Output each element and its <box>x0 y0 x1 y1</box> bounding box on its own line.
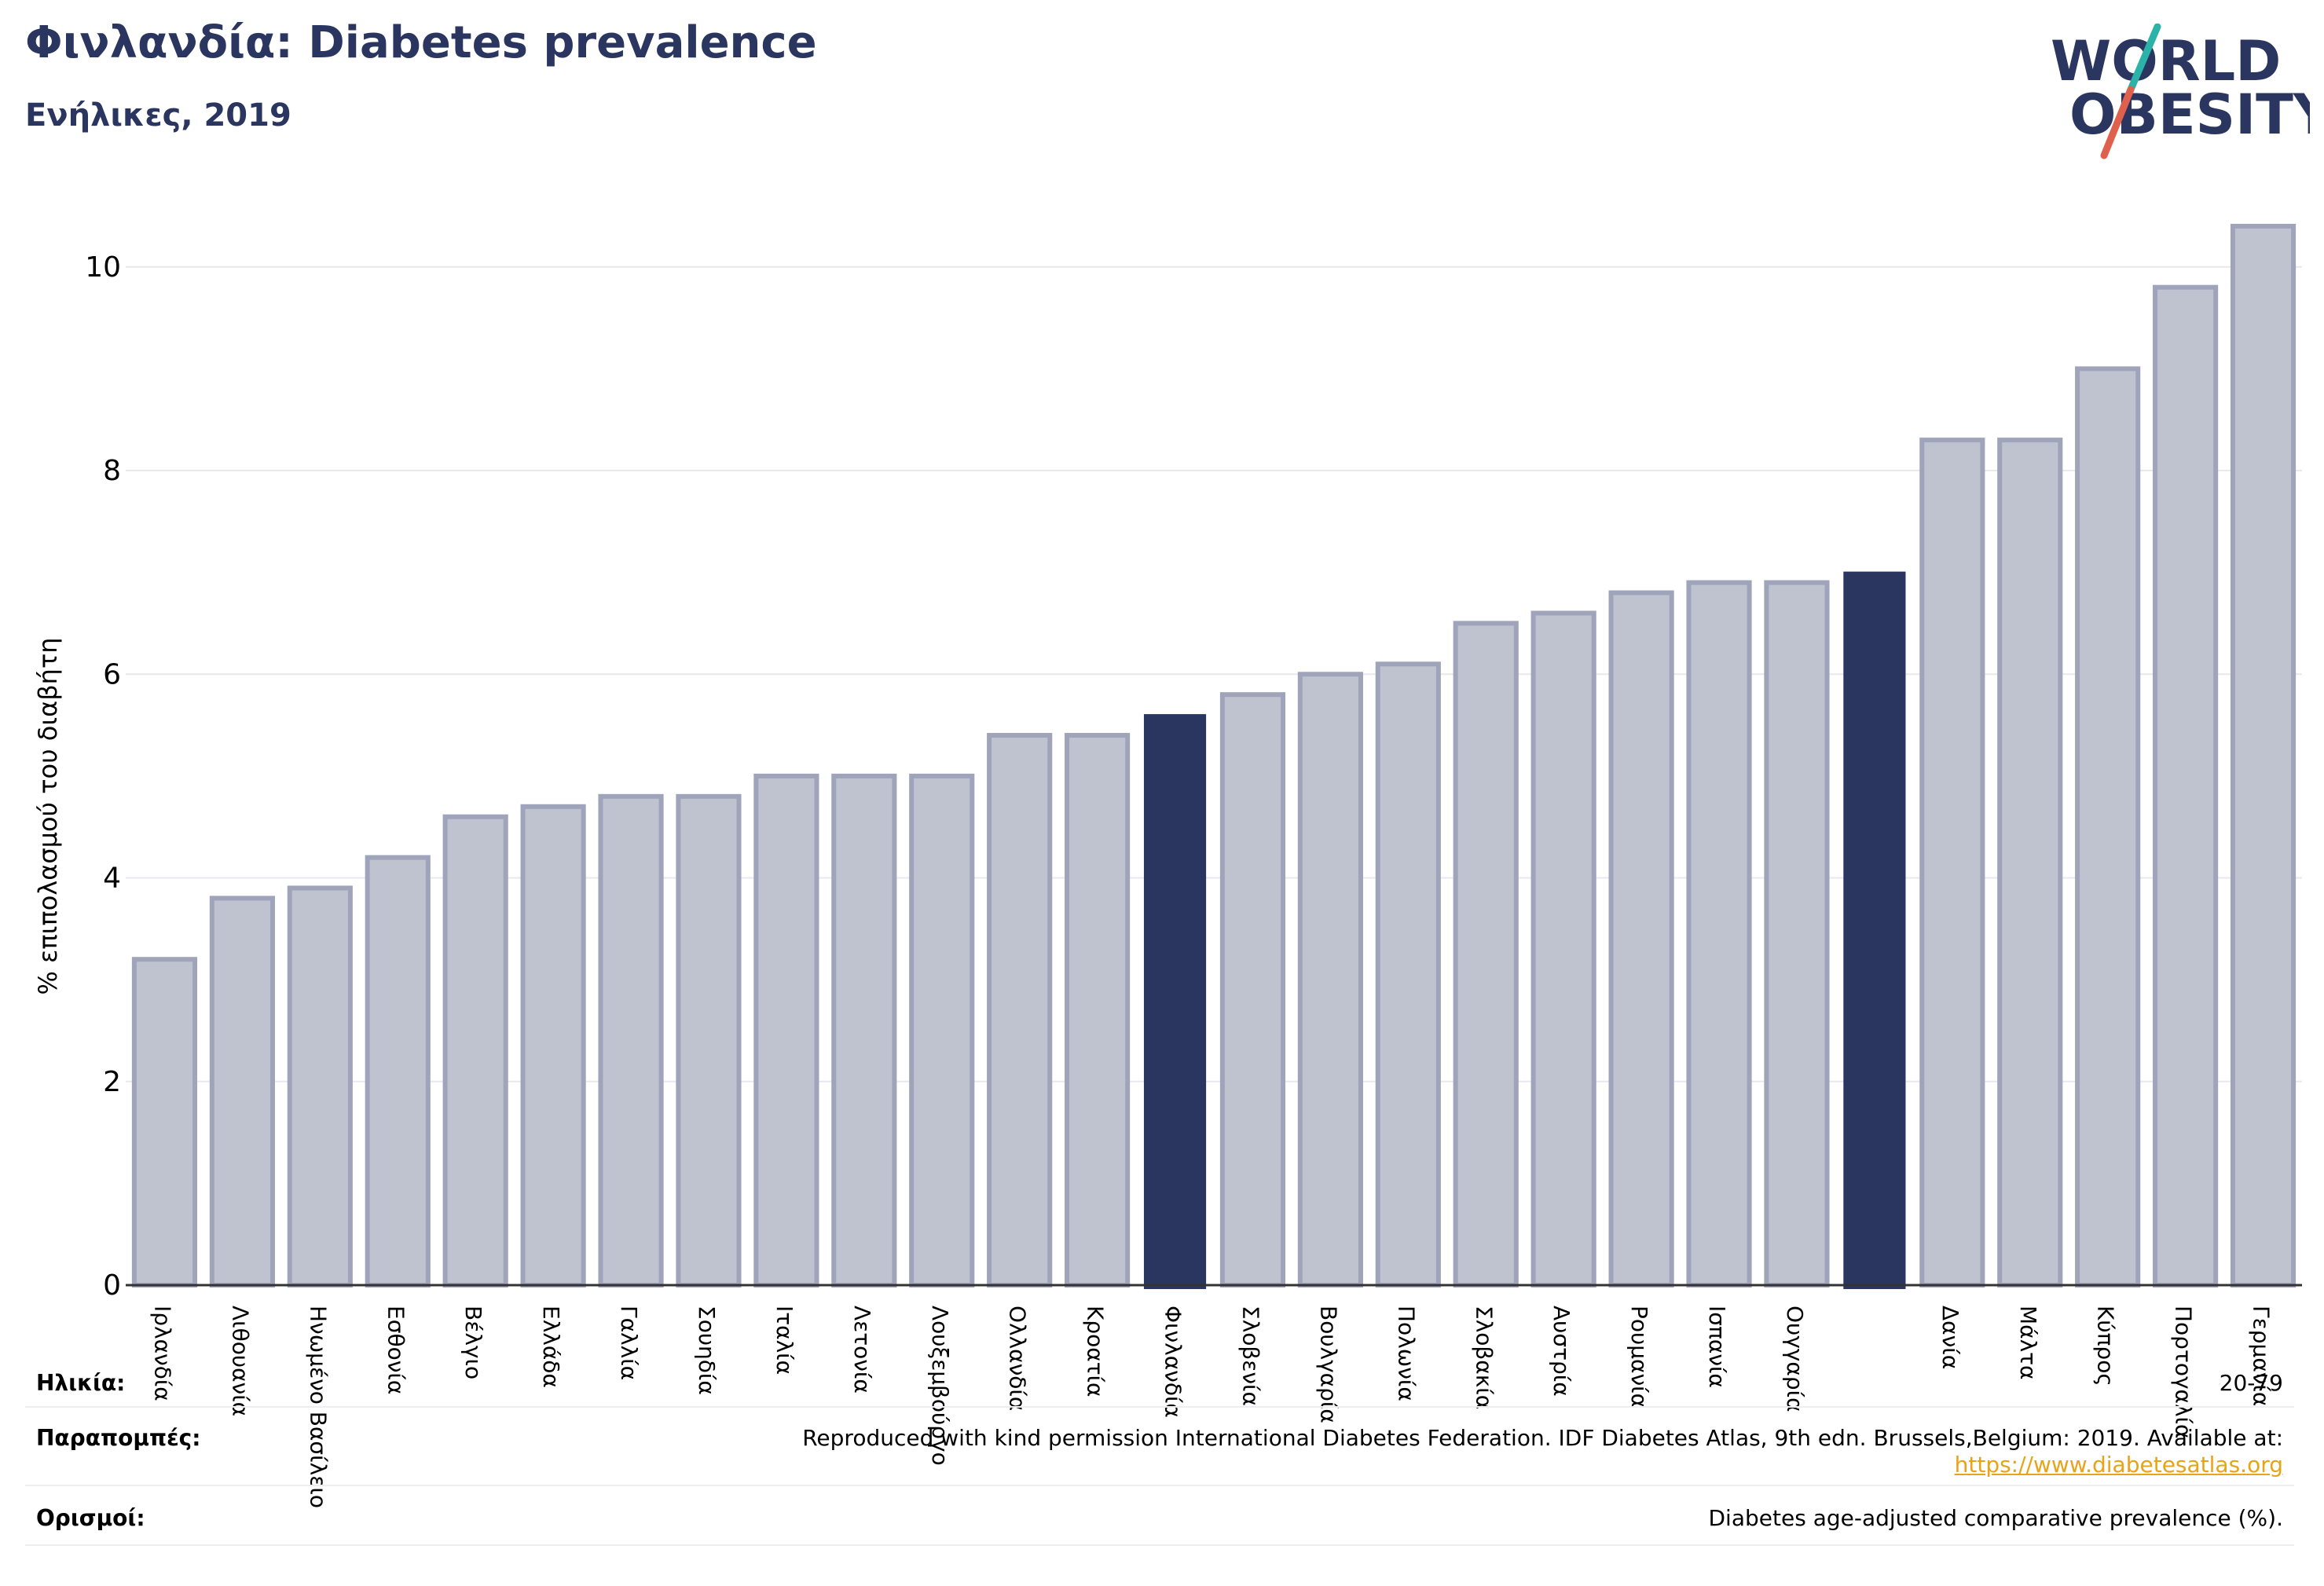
x-tick-label: Ισπανία <box>1704 1306 1730 1388</box>
x-tick-label: Βουλγαρία <box>1315 1306 1341 1423</box>
y-axis-label: % επιπολασμού του διαβήτη <box>33 637 63 994</box>
refs-label: Παραπομπές: <box>36 1425 201 1451</box>
logo-slash-teal <box>2127 24 2161 93</box>
bar[interactable] <box>1764 580 1830 1287</box>
bar[interactable] <box>1686 580 1752 1287</box>
bar[interactable] <box>1297 672 1363 1287</box>
bar[interactable] <box>909 773 975 1287</box>
bar[interactable] <box>209 896 275 1287</box>
axis-layer: 0 2 4 6 8 10 % επιπολασμού του διαβήτη Ιρλανδία… <box>33 251 2302 1508</box>
refs-link[interactable]: https://www.diabetesatlas.org <box>1954 1452 2283 1478</box>
chart-title: Φινλανδία: Diabetes prevalence <box>25 17 817 68</box>
bar[interactable] <box>365 855 431 1288</box>
x-tick-label: Δανία <box>1937 1306 1963 1369</box>
y-tick-label: 6 <box>103 658 121 690</box>
y-tick-label: 2 <box>103 1066 121 1098</box>
x-tick-label: Μάλτα <box>2015 1306 2041 1380</box>
age-value: 20-79 <box>2219 1370 2283 1396</box>
bar[interactable] <box>442 814 508 1287</box>
x-tick-label: Ουγγαρία <box>1782 1306 1808 1412</box>
x-tick-label: Εσθονία <box>383 1306 409 1394</box>
x-tick-label: Λιθουανία <box>227 1306 253 1416</box>
bar[interactable] <box>1608 590 1674 1287</box>
x-tick-label: Γαλλία <box>616 1306 642 1380</box>
x-tick-label: Πολωνία <box>1393 1306 1419 1401</box>
age-label: Ηλικία: <box>36 1370 126 1396</box>
bar[interactable] <box>1219 692 1286 1287</box>
logo-slash-red <box>2100 86 2135 159</box>
bar[interactable] <box>2230 223 2297 1287</box>
x-tick-label: Αυστρία <box>1549 1306 1574 1397</box>
x-tick-label: Λουξεμβούργο <box>927 1306 953 1466</box>
x-tick-label: Βέλγιο <box>460 1306 486 1379</box>
bar[interactable] <box>1453 621 1519 1287</box>
chart-subtitle: Ενήλικες, 2019 <box>25 97 291 134</box>
defs-label: Ορισμοί: <box>36 1505 145 1531</box>
x-tick-label: Πορτογαλία <box>2171 1306 2197 1438</box>
bar[interactable] <box>1919 438 1985 1287</box>
logo-line1: WORLD <box>2051 29 2281 93</box>
x-tick-label: Φινλανδία <box>1160 1306 1186 1418</box>
bar[interactable] <box>2153 284 2219 1287</box>
x-tick-label: Σλοβακία <box>1471 1306 1497 1409</box>
x-tick-label: Σλοβενία <box>1237 1306 1263 1406</box>
x-tick-label: Ιταλία <box>772 1306 797 1375</box>
bar[interactable] <box>287 885 353 1287</box>
bar[interactable] <box>598 793 664 1287</box>
bar[interactable] <box>1997 438 2063 1287</box>
x-tick-label: Κροατία <box>1083 1306 1109 1397</box>
y-tick-label: 0 <box>103 1269 121 1302</box>
bar[interactable] <box>1530 610 1596 1287</box>
bar[interactable] <box>520 804 586 1287</box>
bar[interactable] <box>831 773 897 1287</box>
y-tick-label: 10 <box>85 251 121 284</box>
x-tick-label: Κύπρος <box>2093 1306 2119 1386</box>
x-tick-label: Γερμανία <box>2249 1306 2275 1406</box>
bar[interactable] <box>676 793 742 1287</box>
x-tick-label: Λετονία <box>849 1306 875 1394</box>
y-tick-label: 4 <box>103 863 121 895</box>
bar[interactable] <box>1065 733 1131 1287</box>
defs-value: Diabetes age-adjusted comparative preval… <box>1708 1505 2284 1531</box>
bar[interactable] <box>131 957 198 1287</box>
bar[interactable] <box>1143 714 1207 1289</box>
bar[interactable] <box>1843 571 1906 1289</box>
bar[interactable] <box>753 773 819 1287</box>
x-tick-label: Ολλανδία <box>1005 1306 1031 1411</box>
footer-refs-row: Παραπομπές: Reproduced with kind permiss… <box>25 1408 2294 1486</box>
bar[interactable] <box>987 733 1053 1287</box>
bar[interactable] <box>1375 661 1441 1287</box>
bar[interactable] <box>2075 366 2141 1287</box>
bar-layer <box>131 223 2297 1289</box>
x-tick-label: Σουηδία <box>694 1306 720 1395</box>
refs-value: Reproduced with kind permission Internat… <box>802 1425 2283 1478</box>
y-tick-label: 8 <box>103 455 121 487</box>
x-tick-label: Ιρλανδία <box>149 1306 175 1401</box>
footer-defs-row: Ορισμοί: Diabetes age-adjusted comparati… <box>25 1486 2294 1546</box>
footer-age-row: Ηλικία: 20-79 <box>25 1353 2294 1408</box>
x-tick-label: Ελλάδα <box>538 1306 564 1388</box>
world-obesity-logo: WORLD OBESITY <box>2051 24 2310 159</box>
x-tick-label: Ρουμανία <box>1626 1306 1652 1408</box>
refs-text: Reproduced with kind permission Internat… <box>802 1425 2283 1451</box>
